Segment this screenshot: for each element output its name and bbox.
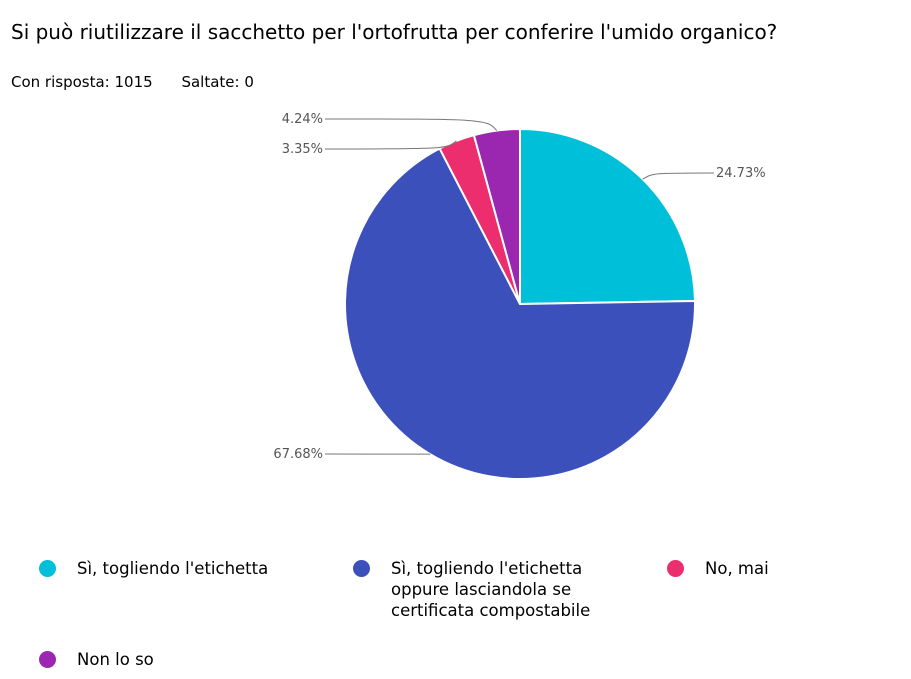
- pie-slice[interactable]: [344, 147, 696, 480]
- legend-label: Non lo so: [77, 650, 154, 669]
- legend-label: Sì, togliendo l'etichetta oppure lascian…: [391, 559, 591, 620]
- response-stats: Con risposta: 1015 Saltate: 0: [11, 73, 254, 91]
- legend-label: No, mai: [705, 559, 769, 578]
- legend-swatch: [39, 560, 56, 577]
- leader-line: [324, 118, 498, 131]
- slice-data-label: 4.24%: [282, 112, 323, 127]
- slice-data-label: 67.68%: [273, 447, 323, 462]
- question-title: Si può riutilizzare il sacchetto per l'o…: [11, 20, 778, 44]
- skipped-count: Saltate: 0: [181, 73, 254, 91]
- leader-line: [642, 172, 715, 180]
- answered-count: Con risposta: 1015: [11, 73, 153, 91]
- pie-slice[interactable]: [519, 127, 696, 306]
- slice-data-label: 24.73%: [716, 166, 766, 181]
- legend-swatch: [353, 560, 370, 577]
- slice-data-label: 3.35%: [282, 142, 323, 157]
- legend-swatch: [667, 560, 684, 577]
- leader-line: [324, 140, 457, 150]
- pie-slice[interactable]: [472, 127, 521, 305]
- legend-label: Sì, togliendo l'etichetta: [77, 559, 269, 578]
- legend-swatch: [39, 651, 56, 668]
